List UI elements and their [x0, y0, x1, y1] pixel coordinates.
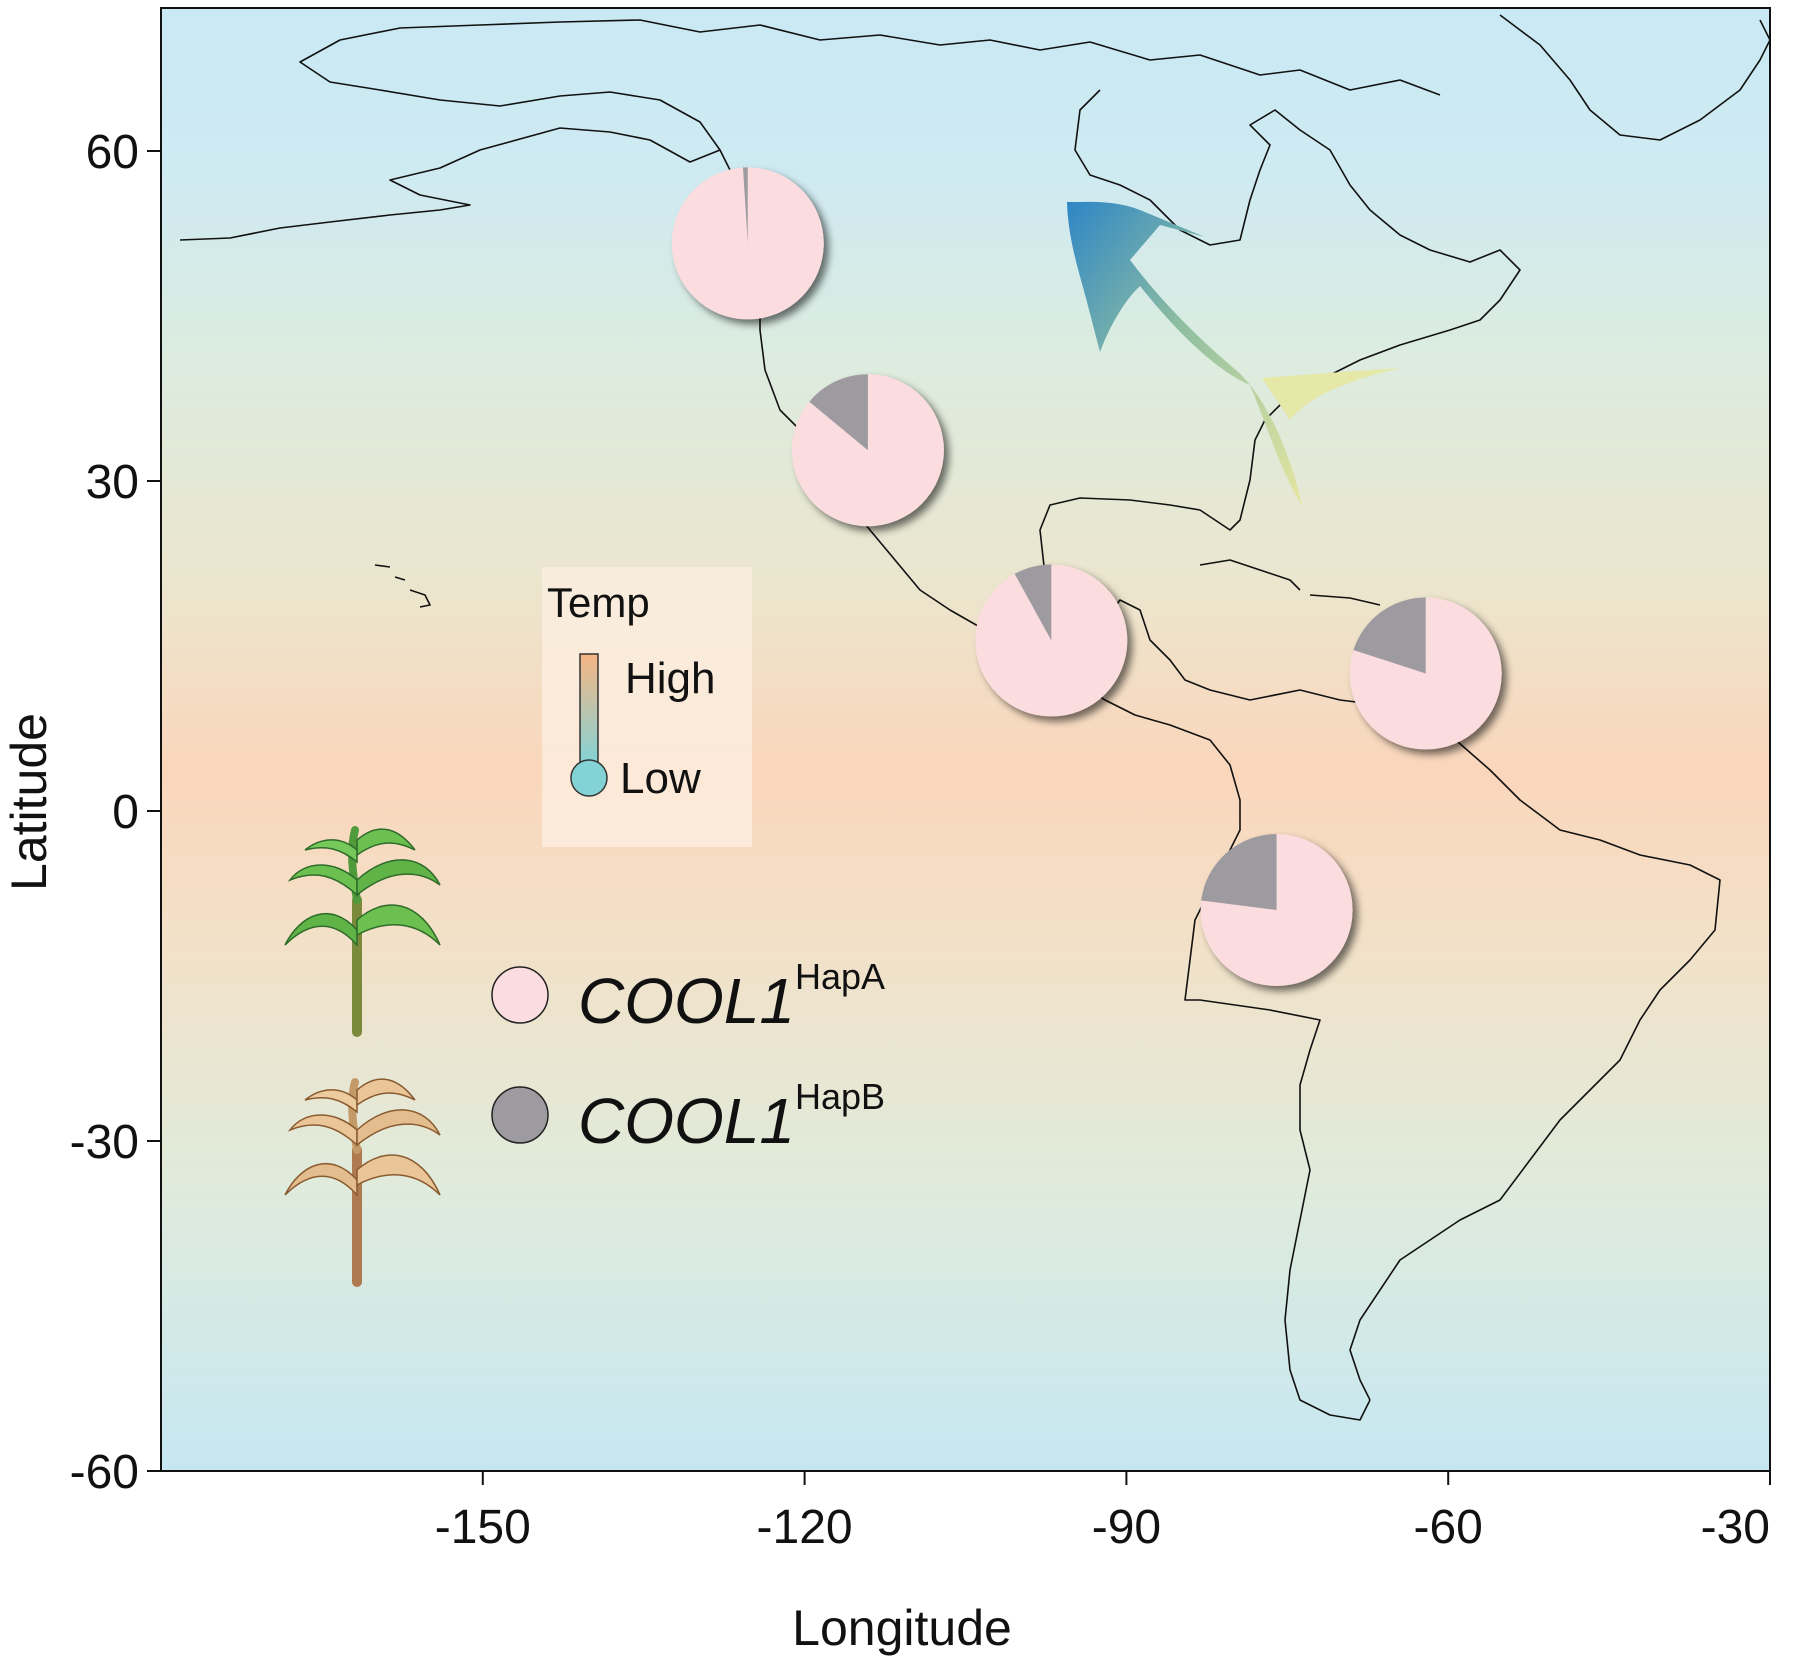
migration-arrow-tail [1262, 368, 1400, 420]
migration-arrow [1067, 201, 1302, 506]
green-maize-plant-icon [284, 826, 441, 1037]
coastline-greenland [1499, 14, 1770, 141]
legend-hapB-haplotype: HapB [795, 1076, 885, 1117]
dry-maize-plant-icon [284, 1078, 441, 1287]
pie-chart-3 [975, 564, 1128, 717]
plot-background [161, 8, 1770, 1471]
temperature-legend-box [542, 567, 752, 847]
y-tick-label: -30 [70, 1116, 139, 1169]
y-tick-label: -60 [70, 1446, 139, 1499]
legend-hapA-gene: COOL1 [578, 965, 795, 1037]
coastline-hudson-bay [1074, 89, 1521, 331]
x-tick-label: -30 [1701, 1501, 1770, 1554]
haplotype-legend: COOL1HapA COOL1HapB [491, 956, 885, 1157]
y-tick-label: 60 [86, 126, 139, 179]
pie-chart-4 [1349, 597, 1502, 750]
pie-slice-hapB [742, 167, 748, 244]
temperature-legend: Temp High Low [542, 567, 752, 847]
coastline-hawaii [374, 564, 431, 608]
temperature-legend-title: Temp [547, 579, 650, 626]
y-axis-title: Latitude [1, 713, 57, 891]
y-tick-label: 30 [86, 456, 139, 509]
pie-slice-hapB [809, 374, 868, 451]
pie-chart-2 [791, 374, 944, 527]
coastline-north-america-arctic [179, 19, 1441, 241]
x-tick-label: -150 [435, 1501, 531, 1554]
pie-chart-5 [1200, 834, 1353, 986]
legend-hapB-gene: COOL1 [578, 1085, 795, 1157]
y-axis: 60 30 0 -30 -60 [70, 126, 161, 1499]
thermometer-bulb [570, 759, 608, 797]
legend-hapB-label: COOL1HapB [578, 1076, 885, 1157]
pie-slice-hapB [1014, 564, 1052, 641]
pie-slice-hapB [1201, 834, 1277, 910]
legend-hapA-label: COOL1HapA [578, 956, 885, 1037]
haplotype-pies [671, 167, 1502, 986]
y-tick-label: 0 [112, 786, 139, 839]
plot-frame [160, 7, 1771, 1472]
x-axis: -150 -120 -90 -60 -30 [435, 1471, 1771, 1554]
x-axis-title: Longitude [792, 1600, 1012, 1656]
legend-hapA-swatch [491, 966, 549, 1024]
pie-slice-hapB [1353, 597, 1426, 674]
legend-hapA-haplotype: HapA [795, 956, 885, 997]
x-tick-label: -90 [1092, 1501, 1161, 1554]
legend-hapB-swatch [491, 1086, 549, 1144]
coastline-atlantic-south [1349, 709, 1721, 1401]
x-tick-label: -60 [1414, 1501, 1483, 1554]
x-tick-label: -120 [757, 1501, 853, 1554]
thermometer-stem [579, 653, 599, 765]
temperature-low-label: Low [620, 754, 701, 803]
temperature-high-label: High [625, 654, 716, 703]
pie-chart-1 [671, 167, 824, 320]
